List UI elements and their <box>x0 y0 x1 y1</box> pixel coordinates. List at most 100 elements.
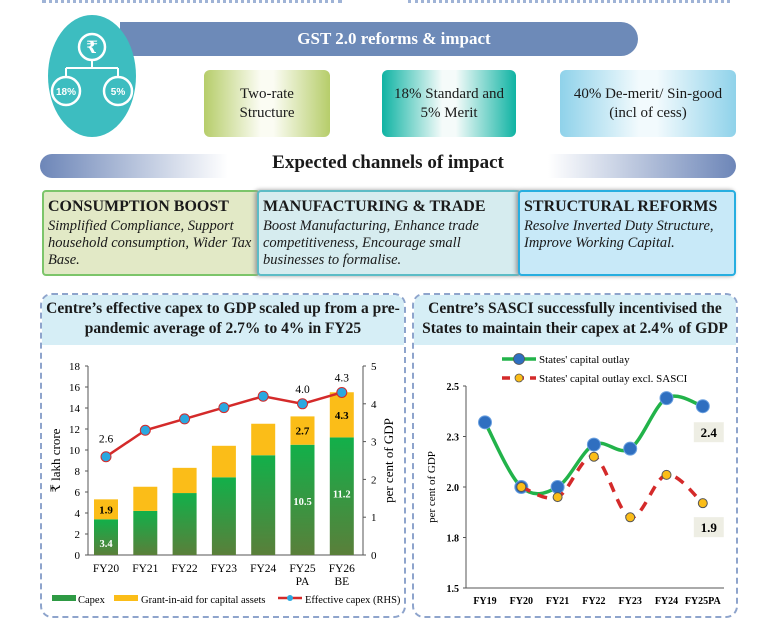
legend-capex: Capex <box>78 595 106 606</box>
sasci-chart: 1.5 1.8 2.0 2.3 2.5 per cent of GDP FY19 FY20 FY… <box>426 353 724 607</box>
legend-marker <box>513 353 525 365</box>
x-tick-label: BE <box>334 576 349 588</box>
bar-capex <box>211 477 236 555</box>
y-tick-label: 1.5 <box>447 584 460 595</box>
legend-effective: Effective capex (RHS) <box>305 595 401 606</box>
y-tick-label-right: 5 <box>371 361 377 373</box>
header-banner: GST 2.0 reforms & impact <box>120 22 638 56</box>
bar-grant <box>329 392 354 438</box>
card-manufacturing: MANUFACTURING & TRADE Boost Manufacturing… <box>257 190 521 276</box>
line-marker <box>625 512 636 523</box>
line-marker <box>659 391 674 406</box>
line-marker <box>218 402 230 414</box>
legend-swatch-capex <box>52 595 76 601</box>
bar-grant <box>94 499 118 520</box>
line-marker <box>623 441 638 456</box>
bar-capex <box>94 519 118 555</box>
end-label-box <box>693 422 724 443</box>
x-tick-label: FY23 <box>211 563 237 575</box>
bar-label-grant: 2.7 <box>296 426 310 438</box>
x-tick-label: FY24 <box>250 563 276 575</box>
bar-capex <box>251 455 276 555</box>
legend-grant: Grant-in-aid for capital assets <box>141 595 266 606</box>
bar-label-capex: 11.2 <box>333 489 351 500</box>
bar-grant <box>133 486 158 511</box>
line-marker <box>661 469 672 480</box>
bar-grant <box>172 467 197 494</box>
line-marker <box>478 415 492 430</box>
y-tick-label: 2.0 <box>447 483 460 494</box>
channels-title: Expected channels of impact <box>272 152 504 173</box>
bar-capex <box>133 510 158 555</box>
bar-grant <box>290 416 315 445</box>
y-tick-label: 18 <box>69 361 81 373</box>
bar-grant <box>211 445 236 478</box>
line-excl-sasci <box>520 454 704 520</box>
line-marker <box>257 390 269 402</box>
line-label: 4.3 <box>335 372 350 384</box>
legend-swatch-grant <box>114 595 138 601</box>
x-tick-label: FY21 <box>546 596 569 607</box>
legend-label: States' capital outlay excl. SASCI <box>539 373 688 385</box>
x-tick-label: FY20 <box>93 563 119 575</box>
rupee-tree-icon: ₹ 18% 5% <box>50 32 134 107</box>
y-tick-label: 0 <box>75 550 81 562</box>
line-marker <box>139 424 151 436</box>
y-axis-label: ₹ lakh crore <box>48 428 63 492</box>
bar-grant <box>251 423 276 456</box>
svg-text:18%: 18% <box>56 87 76 98</box>
header-title: GST 2.0 reforms & impact <box>297 29 491 48</box>
channels-bar <box>40 154 736 178</box>
y-tick-label: 8 <box>75 466 81 478</box>
y-axis-label-right: per cent of GDP <box>381 418 396 503</box>
legend-label: States' capital outlay <box>539 354 630 366</box>
y-tick-label-right: 4 <box>371 399 377 411</box>
y-tick-label-right: 3 <box>371 437 377 449</box>
y-tick-label-right: 1 <box>371 512 377 524</box>
svg-text:5%: 5% <box>111 87 126 98</box>
bar-capex <box>329 437 354 555</box>
x-tick-label: FY25 <box>289 563 315 575</box>
chart-title: Centre’s effective capex to GDP scaled u… <box>42 295 404 345</box>
line-marker <box>516 482 527 492</box>
y-tick-label: 2.3 <box>447 433 460 444</box>
line-marker <box>697 498 708 509</box>
y-tick-label: 2.5 <box>447 382 460 393</box>
y-tick-label-right: 2 <box>371 474 377 486</box>
y-tick-label: 2 <box>75 529 81 541</box>
y-tick-label: 10 <box>69 445 81 457</box>
line-label: 4.0 <box>295 384 310 396</box>
bar-label-capex: 10.5 <box>293 497 311 508</box>
y-tick-label: 12 <box>69 424 80 436</box>
top-divider <box>408 0 730 7</box>
line-label: 2.6 <box>99 434 114 446</box>
bar-capex <box>172 493 197 555</box>
legend-marker <box>514 373 524 383</box>
x-tick-label: FY25PA <box>685 596 722 607</box>
x-tick-label: FY26 <box>329 563 355 575</box>
card-consumption: CONSUMPTION BOOST Simplified Compliance, … <box>42 190 260 276</box>
bar-label-grant: 1.9 <box>99 504 113 516</box>
bar-capex <box>290 444 315 555</box>
bar-label-capex: 3.4 <box>99 539 113 550</box>
sasci-chart-panel: Centre’s SASCI successfully incentivised… <box>412 293 738 618</box>
legend-marker <box>287 595 293 601</box>
line-marker <box>336 386 348 398</box>
capex-chart-panel: Centre’s effective capex to GDP scaled u… <box>40 293 406 618</box>
x-tick-label: FY20 <box>510 596 533 607</box>
line-marker <box>588 451 599 462</box>
line-marker <box>586 437 601 452</box>
y-tick-label: 14 <box>69 403 81 415</box>
y-axis-label: per cent of GDP <box>426 451 438 523</box>
y-tick-label-right: 0 <box>371 550 377 562</box>
line-marker <box>100 451 112 463</box>
chart-title: Centre’s SASCI successfully incentivised… <box>414 295 736 345</box>
card-structural: STRUCTURAL REFORMS Resolve Inverted Duty … <box>518 190 736 276</box>
end-label: 2.4 <box>701 425 718 440</box>
line-marker <box>179 413 191 425</box>
x-tick-label: PA <box>296 576 310 588</box>
bar-label-grant: 4.3 <box>335 410 349 422</box>
y-tick-label: 1.8 <box>447 534 460 545</box>
end-label: 1.9 <box>701 520 718 535</box>
